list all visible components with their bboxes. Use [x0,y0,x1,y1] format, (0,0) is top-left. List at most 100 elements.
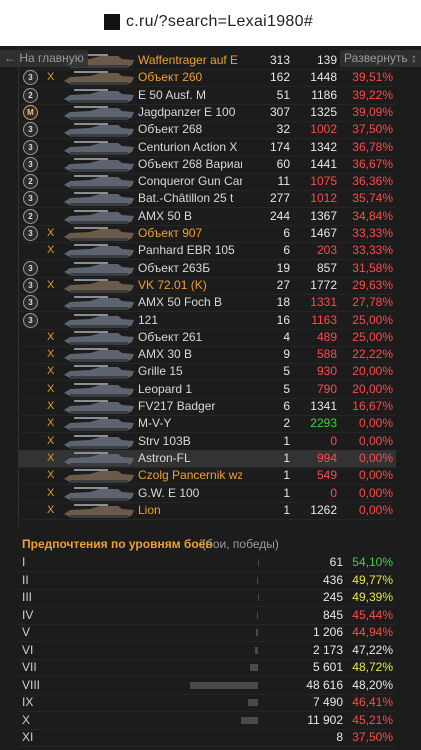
tank-tier: X [47,330,55,343]
winrate: 37,50% [352,122,393,137]
battles-bar [254,646,258,654]
avg-damage: 1186 [311,87,337,102]
tank-name: Waffentrager auf E 1 [138,53,242,67]
tank-image [64,209,134,224]
section-title: Предпочтения по уровням боёв [22,537,213,551]
winrate: 22,22% [352,347,393,362]
tank-tier: X [47,469,55,482]
tank-image [64,157,134,172]
winrate: 25,00% [352,329,393,344]
tank-image [64,261,134,276]
tank-name: Объект 260 [138,70,203,85]
battles: 307 [269,104,290,119]
winrate: 25,00% [352,312,393,327]
battles-bar [247,699,258,706]
tank-name: Grille 15 [138,364,183,379]
tank-row: X Astron-FL 1 994 0,00% [18,449,396,468]
avg-damage: 1342 [310,139,337,154]
battles: 51 [276,87,290,102]
tank-name: 121 [138,312,159,327]
winrate: 0,00% [358,450,393,465]
avg-damage: 1075 [310,174,337,189]
battles-bar [257,576,258,584]
winrate: 49,39% [352,590,393,604]
battles: 5 601 [312,660,343,674]
tank-name: Объект 261 [138,329,203,344]
tank-image [64,365,134,380]
level: XI [22,730,34,744]
tank-image [64,451,134,466]
battles: 4 [283,329,290,344]
battles: 5 [283,381,290,396]
mastery-badge: 3 [23,139,38,155]
battles: 174 [269,139,290,154]
tank-tier: X [47,278,55,291]
tank-name: Conqueror Gun Carr [138,174,242,189]
level: VIII [22,677,41,692]
winrate: 0,00% [358,416,393,431]
mastery-badge: 3 [23,260,38,276]
tank-tier: X [47,503,55,516]
winrate: 31,58% [352,260,393,275]
battles: 61 [329,555,343,569]
mastery-badge: 3 [23,70,38,86]
tank-row: 2 AMX 50 B 244 1367 34,84% [18,208,396,226]
mastery-badge: 3 [23,156,38,172]
back-button[interactable]: ← На главную [0,50,88,67]
tank-tier: X [47,365,55,378]
battles: 1 [283,450,290,465]
url[interactable]: c.ru/?search=Lexai1980# [126,13,314,30]
tank-row: X Leopard 1 5 790 20,00% [18,381,396,399]
mastery-badge: 3 [23,191,38,207]
tank-row: X Grille 15 5 930 20,00% [18,363,396,382]
tank-image [64,503,134,518]
winrate: 27,78% [352,295,393,310]
tank-image [64,382,134,397]
avg-damage: 1325 [310,104,337,119]
battles: 277 [269,191,290,206]
tank-tier: X [47,227,55,239]
battles: 2 173 [312,642,343,657]
level: IX [22,695,34,709]
tank-image [64,400,134,414]
avg-damage: 1012 [310,191,337,206]
winrate: 0,00% [358,485,393,500]
tank-image [64,192,134,207]
battles: 1 [283,433,290,448]
battles: 19 [276,260,290,275]
winrate: 39,22% [352,87,393,102]
expand-button[interactable]: Развернуть ↕ [340,50,421,67]
mastery-badge: 3 [23,277,38,293]
tank-name: Объект 268 [138,122,203,137]
tank-row: X Panhard EBR 105 6 203 33,33% [18,242,396,261]
battles: 11 902 [307,712,343,727]
battles: 6 [283,243,290,258]
level: V [22,625,31,639]
level-row: I 61 54,10% [18,554,396,572]
tank-row: 3 Объект 268 Вариан 60 1441 36,67% [18,156,396,174]
tank-image [64,330,134,345]
tank-name: Lion [138,502,161,517]
avg-damage: 1331 [310,295,337,310]
tank-image [64,244,134,259]
winrate: 36,36% [352,174,393,189]
avg-damage: 1448 [310,70,337,85]
tank-image [64,105,134,120]
tank-name: AMX 50 Foch B [138,295,223,310]
tank-row: 2 Conqueror Gun Carr 11 1075 36,36% [18,173,396,192]
battles: 162 [269,70,290,85]
level-row: XI 8 37,50% [18,729,396,747]
tank-row: 3 Объект 263Б 19 857 31,58% [18,260,396,278]
content: Waffentrager auf E 1 313 139 3 X Объект 260 1… [0,46,421,750]
level-row: VI 2 173 47,22% [18,642,396,660]
tank-image [64,140,134,155]
tank-name: AMX 30 B [138,347,193,362]
avg-damage: 1341 [310,399,337,413]
battles-bar [256,629,258,636]
avg-damage: 1441 [310,156,337,171]
winrate: 0,00% [358,468,393,483]
tab-icon[interactable] [104,14,120,30]
